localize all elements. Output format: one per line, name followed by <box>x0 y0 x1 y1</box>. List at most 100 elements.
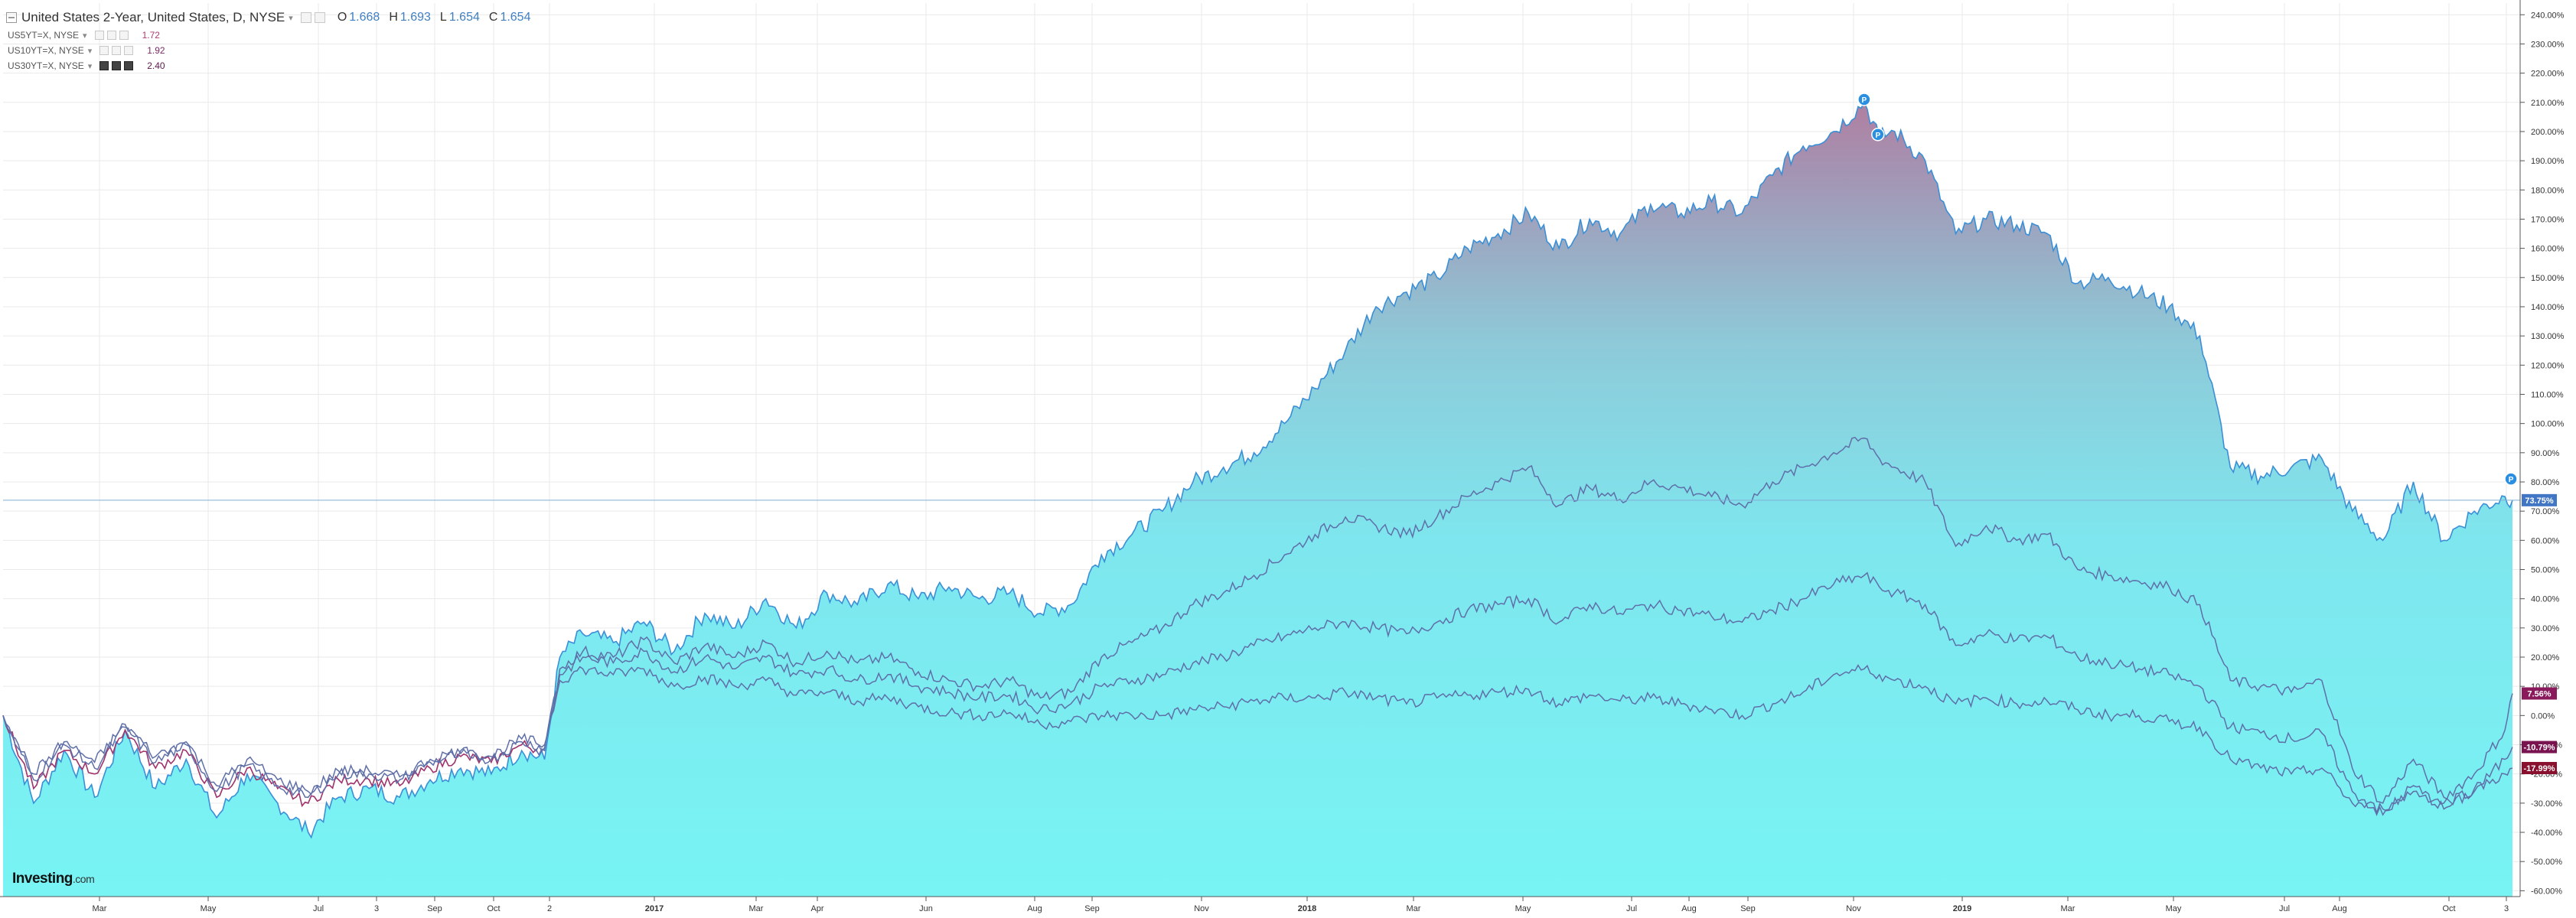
y-tick-label: 200.00% <box>2531 128 2565 137</box>
y-tick-label: 240.00% <box>2531 11 2565 20</box>
series-lines <box>2 436 2513 816</box>
x-tick-label: Mar <box>2061 904 2075 913</box>
legend-series-us30y: US30YT=X, NYSE ▾ 2.40 <box>8 58 530 73</box>
ohlc-open: O 1.668 <box>337 11 380 24</box>
y-tick-label: -40.00% <box>2531 828 2562 838</box>
x-tick-label: Sep <box>427 904 442 913</box>
chevron-down-icon[interactable]: ▾ <box>289 13 293 23</box>
y-tick-label: 220.00% <box>2531 70 2565 79</box>
x-axis-ticks: Mar May Jul 3 Sep Oct 2 2017 Mar Apr Jun Aug Sep Nov 2… <box>93 897 2509 913</box>
ohlc-low: L 1.654 <box>439 11 480 24</box>
x-tick-label: Mar <box>93 904 107 913</box>
legend-main-row: United States 2-Year, United States, D, … <box>6 8 530 28</box>
x-tick-label: 2 <box>547 904 552 913</box>
x-tick-label: Aug <box>2332 904 2347 913</box>
y-tick-label: 50.00% <box>2531 565 2560 575</box>
y-tick-label: -50.00% <box>2531 858 2562 867</box>
event-marker-2[interactable] <box>1871 128 1885 142</box>
legend-series-us10y: US10YT=X, NYSE ▾ 1.92 <box>8 43 530 58</box>
x-tick-label: Mar <box>749 904 764 913</box>
series-line-us10y <box>2 571 2513 816</box>
y-tick-label: 100.00% <box>2531 420 2565 429</box>
close-icon[interactable] <box>124 61 134 70</box>
chevron-down-icon[interactable]: ▾ <box>87 61 93 71</box>
y-tick-label: 210.00% <box>2531 99 2565 108</box>
series-value: 2.40 <box>147 60 165 71</box>
y-tick-label: 0.00% <box>2531 711 2555 721</box>
x-tick-label: Jul <box>313 904 324 913</box>
legend: United States 2-Year, United States, D, … <box>6 8 530 73</box>
x-tick-label: Aug <box>1681 904 1697 913</box>
close-icon[interactable] <box>124 46 134 55</box>
y-tick-label: 20.00% <box>2531 653 2560 662</box>
settings-icon[interactable] <box>112 46 122 55</box>
x-tick-label: 2019 <box>1953 904 1971 913</box>
badge-us5y-bg <box>2522 687 2557 700</box>
visibility-icon[interactable] <box>94 31 104 40</box>
badge-us2y-bg <box>2522 493 2557 506</box>
y-tick-label: 230.00% <box>2531 40 2565 49</box>
settings-icon[interactable] <box>106 31 116 40</box>
x-tick-label: Jun <box>919 904 933 913</box>
y-tick-label: 110.00% <box>2531 390 2564 399</box>
y-tick-label: 180.00% <box>2531 186 2565 195</box>
settings-icon[interactable] <box>300 12 311 23</box>
x-tick-label: May <box>1515 904 1531 913</box>
x-tick-label: Apr <box>810 904 823 913</box>
x-tick-label: Mar <box>1407 904 1421 913</box>
y-tick-label: 130.00% <box>2531 332 2565 341</box>
x-tick-label: 2017 <box>645 904 664 913</box>
y-tick-label: 60.00% <box>2531 536 2560 545</box>
visibility-icon[interactable] <box>99 61 109 70</box>
area-fill <box>3 102 2512 897</box>
y-tick-label: 190.00% <box>2531 157 2565 166</box>
y-tick-label: -60.00% <box>2531 887 2562 896</box>
visibility-icon[interactable] <box>99 46 109 55</box>
chevron-down-icon[interactable]: ▾ <box>83 31 87 41</box>
series-value: 1.92 <box>147 45 165 56</box>
event-markers[interactable]: P P P <box>1857 93 2518 486</box>
close-icon[interactable] <box>119 31 129 40</box>
y-tick-label: 120.00% <box>2531 361 2565 370</box>
settings-icon[interactable] <box>112 61 122 70</box>
badge-us5y: 7.56% <box>2527 689 2551 698</box>
badge-us30y: -17.99% <box>2524 764 2555 773</box>
x-tick-label: Sep <box>1084 904 1100 913</box>
series-line-us30y <box>2 664 2513 815</box>
event-marker-label: P <box>1862 96 1867 105</box>
area-line-us2y <box>2 100 2513 839</box>
investing-logo: Investing.com <box>12 871 95 887</box>
x-tick-label: Jul <box>2279 904 2290 913</box>
y-tick-label: 170.00% <box>2531 215 2565 224</box>
y-tick-label: 90.00% <box>2531 449 2560 458</box>
y-tick-label: 80.00% <box>2531 478 2560 487</box>
x-tick-label: Oct <box>2442 904 2455 913</box>
series-value: 1.72 <box>142 30 160 41</box>
y-tick-label: -30.00% <box>2531 799 2562 809</box>
x-tick-label: Nov <box>1194 904 1209 913</box>
legend-series-us5y: US5YT=X, NYSE ▾ 1.72 <box>8 28 530 43</box>
x-tick-label: 3 <box>374 904 379 913</box>
series-name: US10YT=X, NYSE <box>8 45 84 56</box>
axes <box>0 0 2521 897</box>
event-marker-3[interactable] <box>2504 472 2518 486</box>
y-tick-label: 150.00% <box>2531 274 2565 283</box>
price-badges: 73.75% 7.56% -10.79% -17.99% <box>2522 493 2557 775</box>
event-marker-1[interactable] <box>1857 93 1871 106</box>
y-tick-label: 40.00% <box>2531 595 2560 604</box>
collapse-icon[interactable] <box>6 12 17 23</box>
ohlc-close: C 1.654 <box>488 11 531 24</box>
y-tick-label: 70.00% <box>2531 507 2560 516</box>
y-axis-ticks: 240.00% 230.00% 220.00% 210.00% 200.00% 190.0… <box>2520 11 2565 896</box>
legend-main-title: United States 2-Year, United States, D, … <box>21 10 285 24</box>
chevron-down-icon[interactable]: ▾ <box>87 46 93 56</box>
close-icon[interactable] <box>314 12 325 23</box>
x-tick-label: May <box>2166 904 2182 913</box>
y-tick-label: 160.00% <box>2531 245 2565 254</box>
badge-us2y: 73.75% <box>2525 496 2554 506</box>
badge-us10y: -10.79% <box>2524 744 2555 753</box>
x-tick-label: Oct <box>487 904 500 913</box>
x-tick-label: Aug <box>1027 904 1042 913</box>
